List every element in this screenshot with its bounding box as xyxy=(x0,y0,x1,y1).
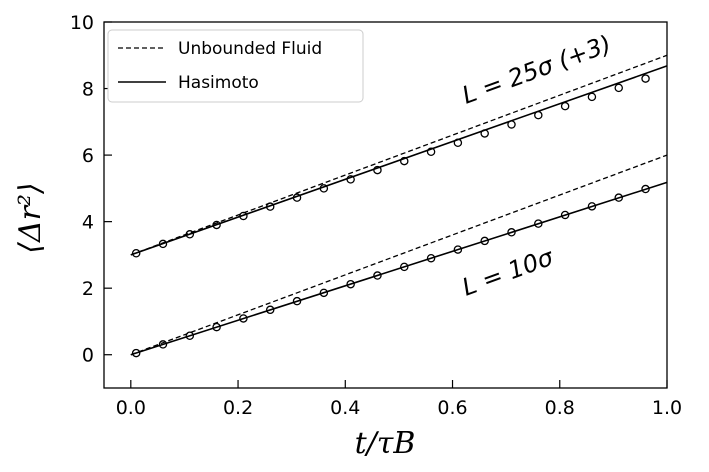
marker-L10-19 xyxy=(641,184,650,194)
marker-L25-11 xyxy=(426,147,436,157)
marker-L10-5 xyxy=(265,305,275,315)
marker-L10-17 xyxy=(587,202,597,211)
marker-L10-0 xyxy=(131,348,141,358)
marker-L25-18 xyxy=(614,83,623,93)
marker-L25-10 xyxy=(400,156,409,166)
marker-L10-7 xyxy=(319,288,329,298)
data-markers xyxy=(131,74,650,358)
legend: Unbounded Fluid Hasimoto xyxy=(107,29,364,103)
line-L25-unbounded xyxy=(130,54,668,256)
x-tick-label-5: 1.0 xyxy=(652,397,682,419)
y-axis-label: ⟨Δr²⟩ xyxy=(13,182,48,253)
line-L10-hasimoto xyxy=(130,181,668,356)
marker-L10-3 xyxy=(212,322,221,332)
marker-L25-17 xyxy=(587,92,597,102)
marker-L10-12 xyxy=(453,245,463,254)
marker-L10-4 xyxy=(239,314,248,323)
annotation-L10: L = 10σ xyxy=(458,243,557,302)
marker-L25-1 xyxy=(158,239,168,249)
marker-L25-8 xyxy=(346,175,355,184)
x-tick-label-1: 0.2 xyxy=(223,397,253,419)
y-tick-label-3: 6 xyxy=(82,145,94,167)
marker-L25-0 xyxy=(131,248,141,258)
marker-L10-11 xyxy=(426,253,436,263)
legend-label-hasimoto: Hasimoto xyxy=(178,73,259,93)
marker-L10-9 xyxy=(373,271,382,280)
marker-L25-19 xyxy=(641,74,650,83)
marker-L25-6 xyxy=(292,193,302,202)
marker-L25-16 xyxy=(560,101,570,111)
marker-L10-15 xyxy=(534,219,543,228)
y-tick-label-0: 0 xyxy=(82,345,94,367)
legend-box xyxy=(107,29,364,103)
marker-L25-3 xyxy=(212,220,221,230)
marker-L25-13 xyxy=(480,129,489,138)
marker-L25-14 xyxy=(507,120,516,129)
x-tick-label-3: 0.6 xyxy=(437,397,467,419)
annotation-L25: L = 25σ (+3) xyxy=(458,30,614,110)
marker-L25-15 xyxy=(534,110,543,120)
y-tick-label-2: 4 xyxy=(82,212,94,234)
y-tick-label-1: 2 xyxy=(82,278,94,300)
line-L10-unbounded xyxy=(130,154,668,356)
marker-L10-13 xyxy=(480,236,489,246)
tick-labels: 0.0 0.2 0.4 0.6 0.8 1.0 0 2 4 6 8 10 xyxy=(70,12,682,419)
marker-L10-2 xyxy=(185,331,195,341)
legend-label-unbounded-fluid: Unbounded Fluid xyxy=(178,39,322,59)
marker-L25-2 xyxy=(185,230,195,239)
marker-L10-1 xyxy=(158,340,168,349)
marker-L25-9 xyxy=(373,165,382,175)
marker-L10-8 xyxy=(346,279,355,289)
y-tick-label-4: 8 xyxy=(82,79,94,101)
plot-frame xyxy=(103,21,668,389)
x-tick-label-2: 0.4 xyxy=(330,397,360,419)
marker-L25-5 xyxy=(265,202,275,211)
marker-L10-10 xyxy=(400,262,409,272)
marker-L10-18 xyxy=(614,193,623,202)
x-tick-label-4: 0.8 xyxy=(545,397,575,419)
marker-L25-7 xyxy=(319,184,329,193)
marker-L25-12 xyxy=(453,138,463,148)
marker-L25-4 xyxy=(239,211,248,221)
marker-L10-14 xyxy=(507,228,516,237)
marker-L10-6 xyxy=(292,296,302,306)
x-axis-label: t/τB xyxy=(355,426,416,461)
x-tick-label-0: 0.0 xyxy=(116,397,146,419)
marker-L10-16 xyxy=(560,210,570,220)
y-tick-label-5: 10 xyxy=(70,12,94,34)
